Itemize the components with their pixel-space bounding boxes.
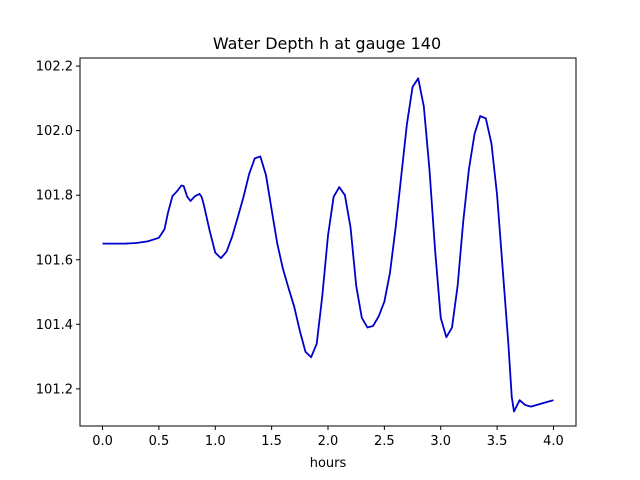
y-tick-label: 102.2 xyxy=(36,60,73,75)
y-tick-label: 102.0 xyxy=(36,124,73,139)
plot-area: 0.0 0.5 1.0 1.5 2.0 2.5 3.0 3.5 4.0 101.2 101.4 101… xyxy=(36,57,577,449)
x-tick-label: 4.0 xyxy=(543,434,564,449)
x-tick-label: 0.5 xyxy=(149,434,170,449)
y-tick-label: 101.2 xyxy=(36,382,73,397)
y-tick-label: 101.6 xyxy=(36,253,73,268)
x-tick-label: 2.0 xyxy=(318,434,339,449)
y-tick-label: 101.4 xyxy=(36,318,73,333)
x-axis-label: hours xyxy=(310,456,347,471)
y-tick-label: 101.8 xyxy=(36,189,73,204)
x-tick-label: 0.0 xyxy=(92,434,113,449)
x-tick-label: 3.5 xyxy=(487,434,508,449)
chart-title: Water Depth h at gauge 140 xyxy=(213,34,441,53)
x-tick-label: 1.5 xyxy=(261,434,282,449)
x-tick-label: 3.0 xyxy=(430,434,451,449)
x-tick-label: 1.0 xyxy=(205,434,226,449)
series-line-0 xyxy=(102,77,554,413)
x-tick-label: 2.5 xyxy=(374,434,395,449)
